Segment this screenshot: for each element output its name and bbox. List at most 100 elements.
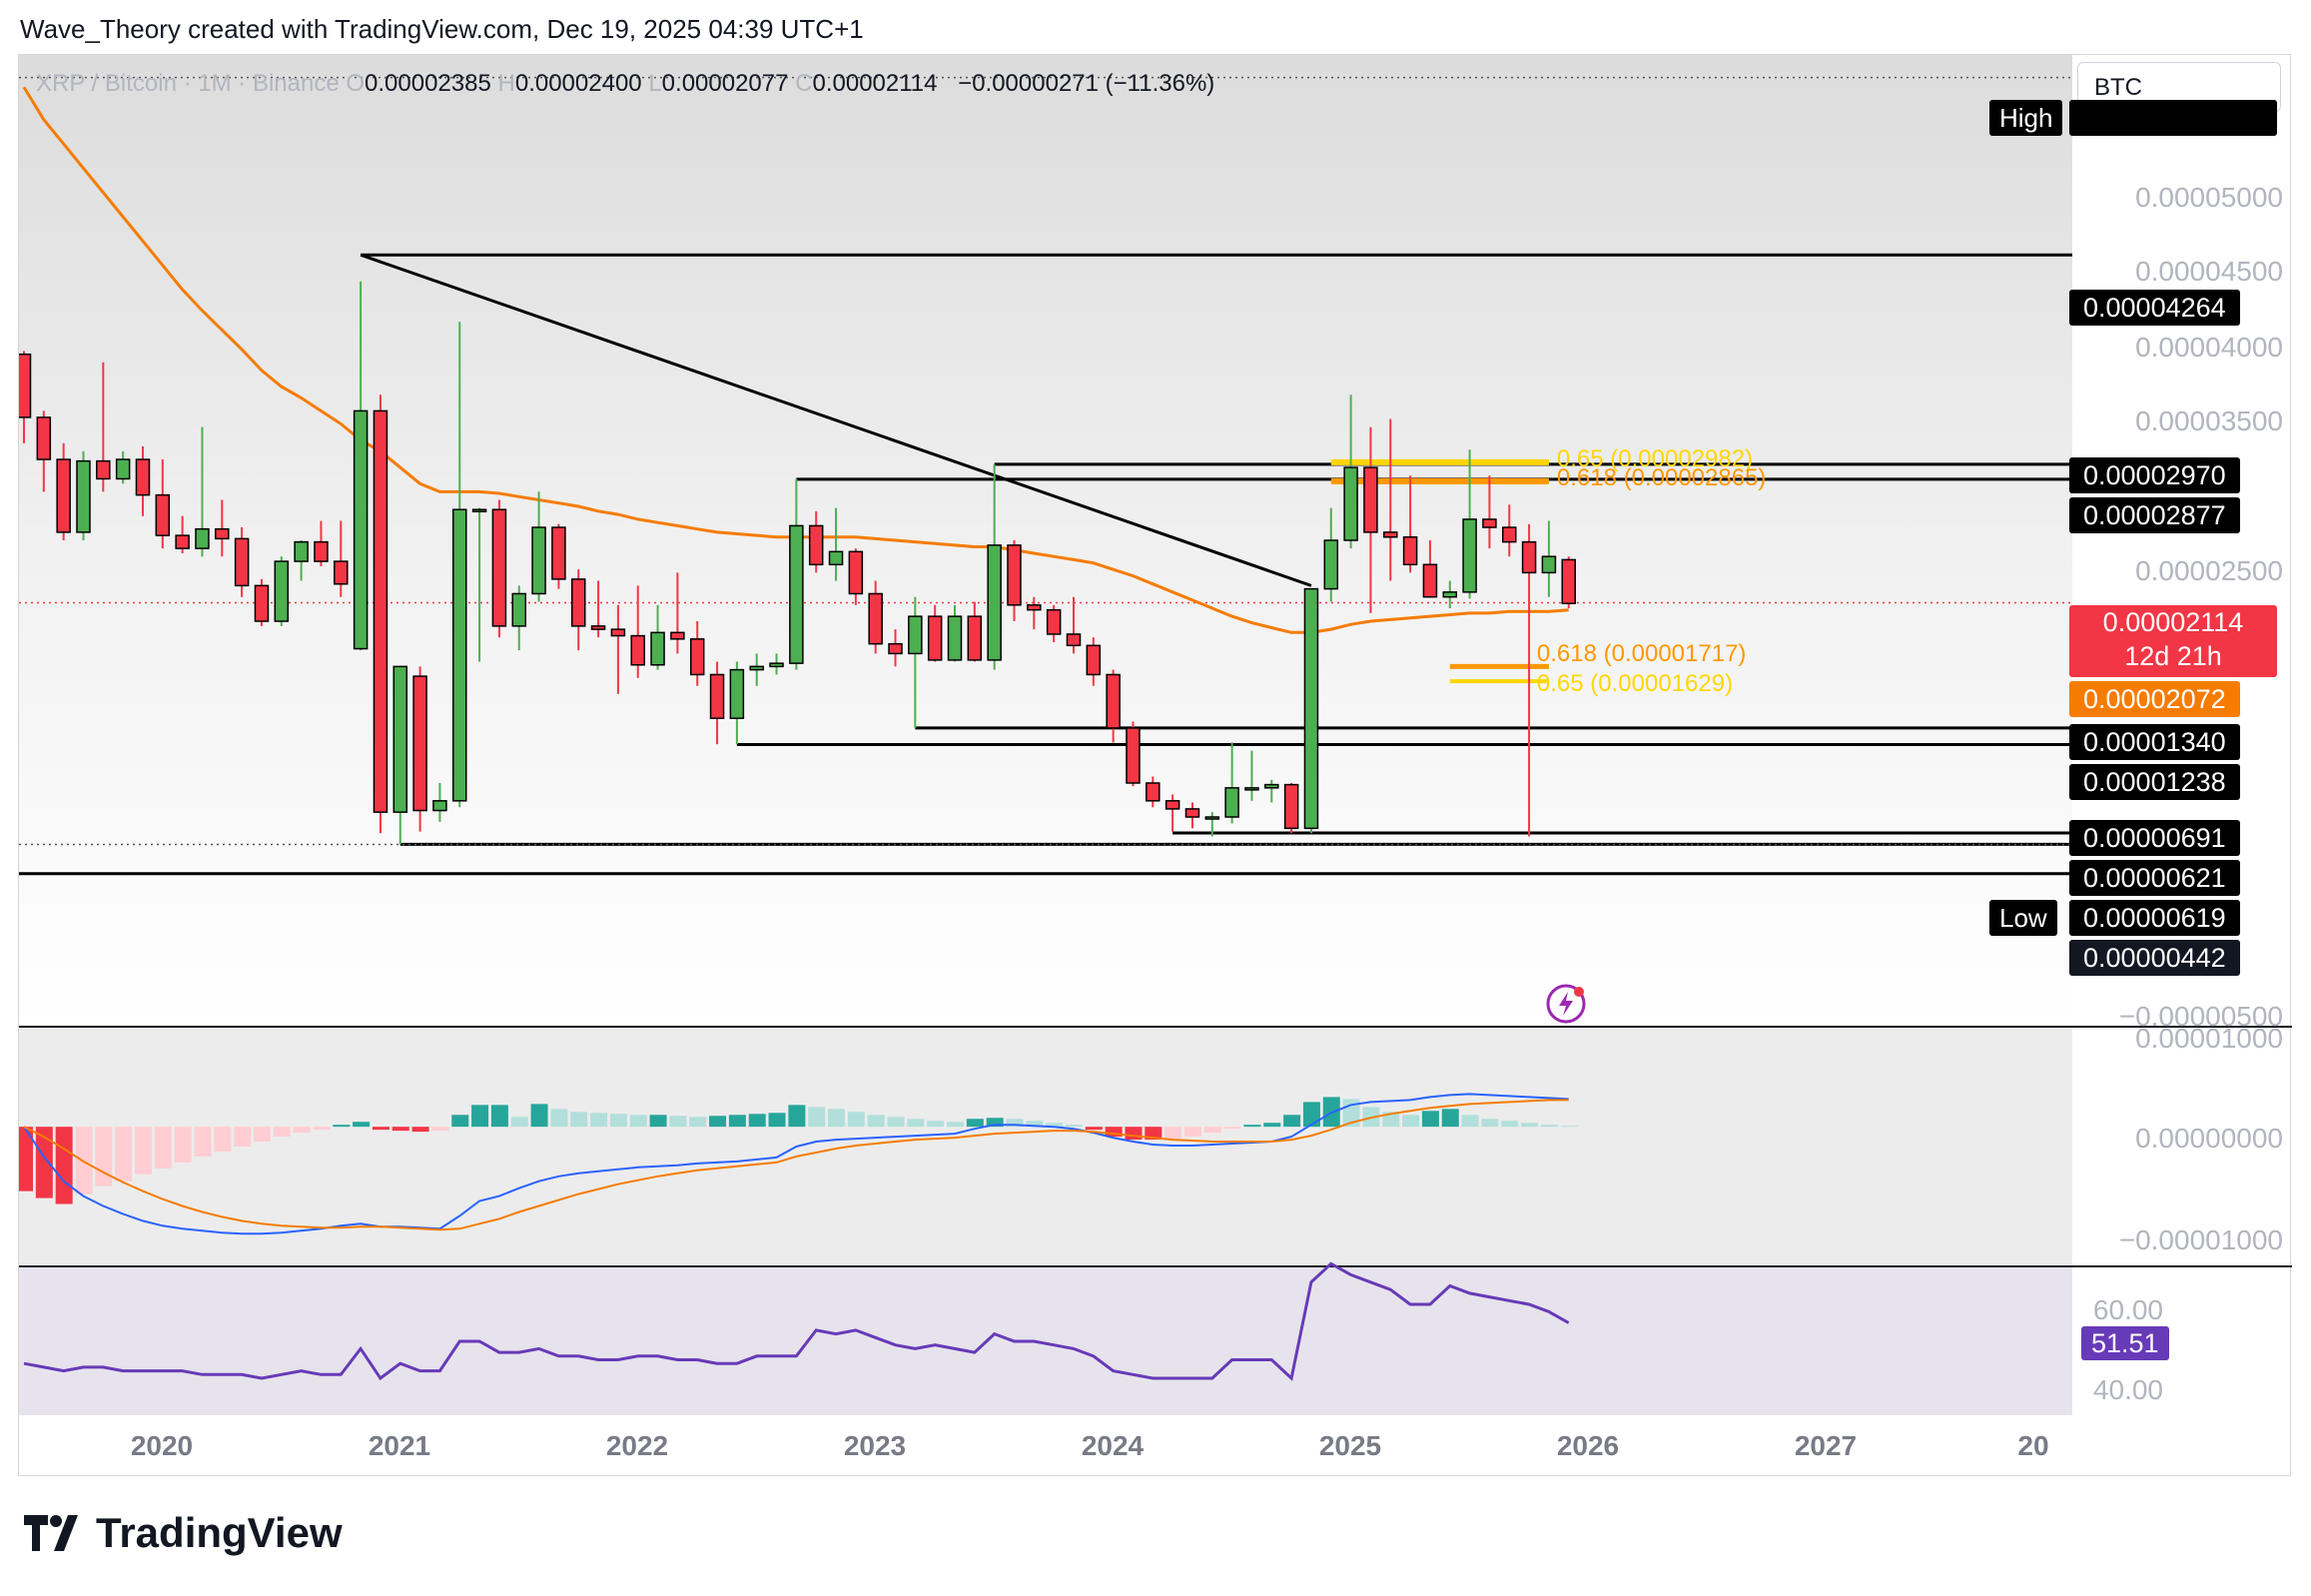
candle-body — [1146, 782, 1160, 802]
tradingview-logo-icon — [24, 1515, 78, 1551]
candle-body — [234, 537, 250, 587]
macd-histogram-bar — [1501, 1121, 1519, 1128]
candle-body — [1482, 518, 1497, 528]
chart-frame[interactable]: 0.65 (0.00002982) 0.618 (0.00002865) 0.618… — [18, 54, 2292, 1477]
macd-histogram-bar — [214, 1127, 232, 1152]
candle-body — [1007, 544, 1022, 606]
fib-label: 0.618 (0.00001717) — [1537, 640, 1747, 667]
candle-body — [373, 409, 388, 813]
candle-body — [36, 416, 52, 460]
year-tick: 2021 — [368, 1430, 431, 1461]
candle-body — [471, 508, 487, 512]
candle-body — [729, 668, 745, 719]
rsi-tick: 60.00 — [2092, 1294, 2163, 1325]
candle-body — [590, 625, 606, 630]
macd-histogram-bar — [1421, 1111, 1439, 1128]
low-label-tag: Low — [1989, 900, 2057, 936]
macd-histogram-bar — [1164, 1127, 1182, 1140]
macd-histogram-bar — [471, 1105, 489, 1128]
candle-body — [353, 409, 369, 650]
candle-body — [1264, 783, 1279, 789]
macd-histogram-bar — [768, 1113, 786, 1128]
macd-tick: −0.00001000 — [2118, 1224, 2283, 1255]
chart-canvas[interactable]: 0.65 (0.00002982)0.618 (0.00002865) 0.618… — [19, 55, 2292, 1477]
candle-body — [452, 508, 467, 802]
price-tag: 0.00002877 — [2069, 497, 2240, 533]
open-label: O — [346, 70, 366, 97]
macd-histogram-bar — [1283, 1115, 1301, 1128]
candle-body — [1184, 808, 1200, 818]
year-tick: 20 — [2017, 1430, 2049, 1461]
candle-body — [709, 673, 725, 719]
candle-body — [392, 665, 408, 813]
macd-histogram-bar — [510, 1117, 528, 1128]
ohlc-legend: XRP / Bitcoin · 1M · Binance O0.00002385… — [36, 70, 1214, 98]
year-tick: 2027 — [1794, 1430, 1858, 1461]
macd-histogram-bar — [490, 1105, 508, 1128]
price-tag: 0.00000691 — [2069, 820, 2240, 856]
high-label: H — [497, 70, 515, 97]
price-tick: 0.00002500 — [2135, 555, 2283, 586]
candle-body — [1303, 587, 1319, 830]
candle-body — [888, 642, 903, 655]
candle-body — [215, 527, 230, 540]
candle-body — [630, 634, 645, 666]
candle-body — [1204, 816, 1220, 820]
macd-tick: 0.00001000 — [2135, 1023, 2283, 1054]
candle-body — [155, 493, 171, 536]
rsi-tick: 40.00 — [2092, 1374, 2163, 1405]
macd-histogram-bar — [1521, 1123, 1539, 1128]
macd-histogram-bar — [75, 1127, 93, 1195]
price-tick: 0.00003500 — [2135, 405, 2283, 436]
open-value: 0.00002385 — [365, 70, 491, 97]
candle-body — [491, 508, 507, 627]
candle-body — [1224, 787, 1239, 818]
macd-tick: 0.00000000 — [2135, 1123, 2283, 1154]
fib-lower-0618-band — [1449, 663, 1549, 669]
header-credit: Wave_Theory created with TradingView.com… — [20, 14, 864, 44]
current-price-tag: 0.00002114 12d 21h — [2069, 605, 2277, 677]
candle-body — [334, 560, 349, 585]
macd-histogram-bar — [1046, 1123, 1064, 1128]
price-tick: 0.00004000 — [2135, 332, 2283, 363]
macd-histogram-bar — [451, 1115, 469, 1128]
candle-body — [56, 458, 71, 533]
macd-histogram-bar — [1560, 1126, 1578, 1128]
price-tag: 0.00000619 — [2069, 900, 2240, 936]
candle-body — [274, 560, 290, 622]
macd-histogram-bar — [867, 1115, 885, 1128]
macd-histogram-bar — [253, 1127, 271, 1143]
macd-histogram-bar — [134, 1127, 152, 1175]
candle-body — [1046, 608, 1062, 635]
candle-body — [1343, 466, 1358, 541]
macd-histogram-bar — [55, 1127, 73, 1204]
candle-body — [570, 578, 586, 627]
candle-body — [551, 526, 566, 580]
macd-histogram-bar — [194, 1127, 212, 1157]
macd-histogram-bar — [35, 1127, 53, 1198]
bar-countdown: 12d 21h — [2124, 641, 2222, 671]
candle-body — [1561, 558, 1576, 604]
tradingview-logo[interactable]: TradingView — [24, 1508, 343, 1558]
change-value: −0.00000271 (−11.36%) — [958, 70, 1215, 97]
price-tick: −0.00000500 — [2118, 1001, 2283, 1032]
macd-histogram-bar — [1402, 1115, 1420, 1128]
price-tag: 0.00004264 — [2069, 290, 2240, 326]
candle-body — [412, 675, 427, 812]
macd-histogram-bar — [570, 1112, 588, 1128]
candle-body — [650, 631, 665, 666]
candle-body — [987, 544, 1002, 661]
macd-histogram-bar — [1540, 1125, 1558, 1128]
year-tick: 2025 — [1318, 1430, 1382, 1461]
rsi-value-tag: 51.51 — [2081, 1326, 2169, 1360]
fib-upper-0618-band — [1330, 477, 1549, 484]
macd-histogram-bar — [748, 1114, 766, 1128]
symbol-label[interactable]: XRP / Bitcoin · 1M · Binance — [36, 70, 340, 97]
candle-body — [314, 540, 329, 562]
candle-body — [1402, 536, 1418, 566]
macd-histogram-bar — [947, 1122, 965, 1128]
macd-pane-bg — [19, 1028, 2072, 1265]
candle-body — [1323, 539, 1339, 590]
event-lightning-icon[interactable] — [1546, 984, 1586, 1024]
candle-body — [432, 800, 447, 812]
